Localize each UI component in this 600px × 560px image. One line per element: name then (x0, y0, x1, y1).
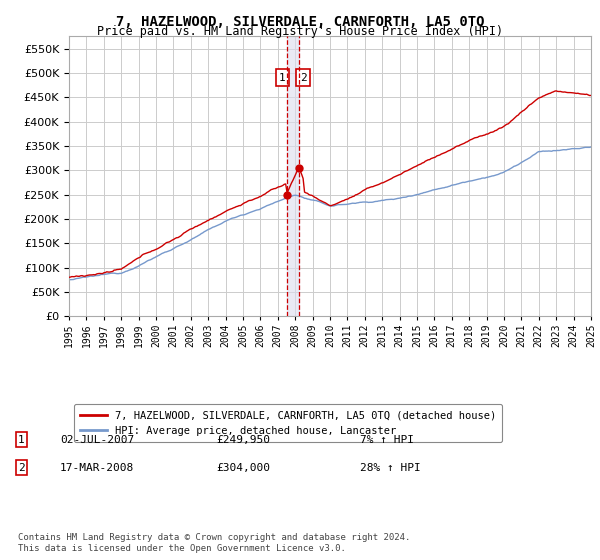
Text: 02-JUL-2007: 02-JUL-2007 (60, 435, 134, 445)
Legend: 7, HAZELWOOD, SILVERDALE, CARNFORTH, LA5 0TQ (detached house), HPI: Average pric: 7, HAZELWOOD, SILVERDALE, CARNFORTH, LA5… (74, 404, 502, 442)
Text: £304,000: £304,000 (216, 463, 270, 473)
Text: 2: 2 (300, 73, 307, 83)
Text: 7, HAZELWOOD, SILVERDALE, CARNFORTH, LA5 0TQ: 7, HAZELWOOD, SILVERDALE, CARNFORTH, LA5… (116, 15, 484, 29)
Text: 2: 2 (18, 463, 25, 473)
Text: Price paid vs. HM Land Registry's House Price Index (HPI): Price paid vs. HM Land Registry's House … (97, 25, 503, 38)
Text: 1: 1 (279, 73, 286, 83)
Text: £249,950: £249,950 (216, 435, 270, 445)
Text: 17-MAR-2008: 17-MAR-2008 (60, 463, 134, 473)
Text: 1: 1 (18, 435, 25, 445)
Text: 28% ↑ HPI: 28% ↑ HPI (360, 463, 421, 473)
Bar (287, 36, 299, 316)
Text: Contains HM Land Registry data © Crown copyright and database right 2024.
This d: Contains HM Land Registry data © Crown c… (18, 533, 410, 553)
Text: 7% ↑ HPI: 7% ↑ HPI (360, 435, 414, 445)
